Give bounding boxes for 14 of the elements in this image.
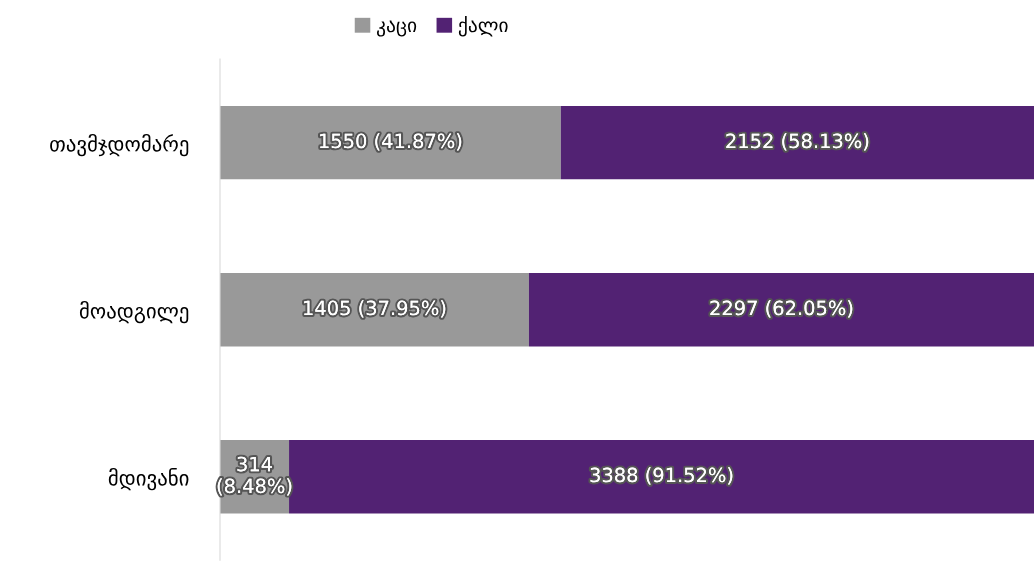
bar — [220, 105, 561, 180]
data-label: 2297 (62.05%) — [710, 300, 853, 318]
y-tick-label: მდივანი — [108, 467, 189, 491]
bar — [220, 272, 529, 347]
bar — [560, 105, 1034, 180]
legend-label: ქალი — [458, 15, 508, 37]
data-label: 2152 (58.13%) — [726, 133, 869, 151]
y-tick-label: მოადგილე — [79, 300, 189, 324]
data-label: 1405 (37.95%) — [304, 300, 446, 318]
legend-label: კაცი — [376, 20, 417, 37]
data-label: 1550 (41.87%) — [320, 133, 462, 151]
bar — [528, 272, 1034, 347]
data-label: 3388 (91.52%) — [590, 467, 733, 485]
y-tick-label: თავმჯდომარე — [50, 133, 189, 157]
